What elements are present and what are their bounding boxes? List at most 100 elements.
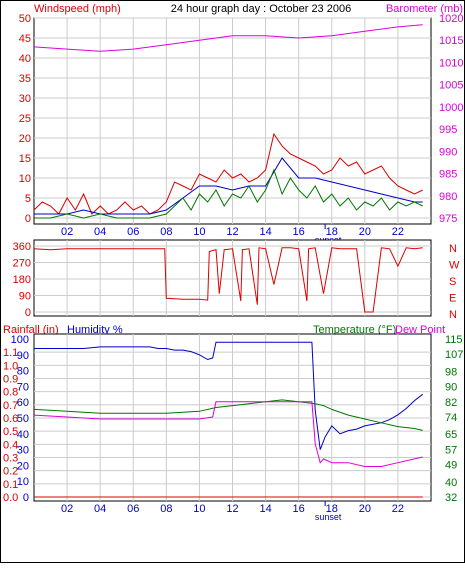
series-line-temperature (33, 399, 423, 431)
wind-baro-panel (33, 17, 432, 229)
barometer-tick-label: 995 (439, 124, 457, 136)
hour-tick-label: 02 (61, 226, 73, 238)
barometer-tick-label: 1010 (439, 57, 463, 69)
rainfall-tick-label: 0.9 (3, 374, 18, 386)
barometer-tick-label: 1000 (439, 102, 463, 114)
hour-tick-label: 22 (392, 226, 404, 238)
series-line-wind-direction (33, 247, 423, 313)
rainfall-tick-label: 1.1 (3, 347, 18, 359)
humidity-tick-label: 40 (17, 429, 29, 441)
temperature-tick-label: 57 (445, 444, 457, 456)
hour-tick-label: 08 (160, 226, 172, 238)
barometer-tick-label: 980 (439, 191, 457, 203)
compass-tick-label: E (449, 293, 456, 305)
hour-tick-label: 06 (127, 226, 139, 238)
wind-direction-panel (33, 239, 432, 317)
temperature-tick-label: 40 (445, 477, 457, 489)
hour-tick-label: 20 (359, 503, 371, 515)
rainfall-tick-label: 0.4 (3, 439, 18, 451)
humidity-tick-label: 60 (17, 397, 29, 409)
windspeed-tick-label: 50 (19, 13, 31, 25)
windspeed-tick-label: 15 (19, 153, 31, 165)
windspeed-axis-title: Windspeed (mph) (34, 3, 121, 15)
series-line-humidity (34, 341, 424, 450)
rain-humidity-temp-panel (33, 333, 432, 506)
humidity-tick-label: 0 (23, 492, 29, 504)
humidity-axis-title: Humidity % (67, 324, 123, 336)
windspeed-tick-label: 20 (19, 133, 31, 145)
rainfall-tick-label: 0.7 (3, 400, 18, 412)
barometer-tick-label: 1020 (439, 13, 463, 25)
humidity-tick-label: 80 (17, 366, 29, 378)
direction-tick-label: 360 (13, 241, 31, 253)
rainfall-tick-label: 0.8 (3, 387, 18, 399)
hour-tick-label: 12 (226, 226, 238, 238)
barometer-tick-label: 990 (439, 146, 457, 158)
humidity-tick-label: 90 (17, 350, 29, 362)
hour-tick-label: 22 (392, 503, 404, 515)
humidity-tick-label: 70 (17, 381, 29, 393)
series-line-barometer (33, 24, 423, 52)
compass-tick-label: S (449, 276, 456, 288)
rainfall-tick-label: 0.3 (3, 453, 18, 465)
temperature-tick-label: 90 (445, 382, 457, 394)
series-line-gust (33, 132, 423, 215)
direction-tick-label: 0 (25, 307, 31, 319)
compass-tick-label: N (449, 309, 457, 321)
rainfall-tick-label: 0.1 (3, 479, 18, 491)
temperature-tick-label: 115 (445, 334, 463, 346)
humidity-tick-label: 100 (11, 334, 29, 346)
hour-tick-label: 14 (259, 503, 271, 515)
humidity-tick-label: 30 (17, 445, 29, 457)
windspeed-tick-label: 45 (19, 33, 31, 45)
hour-tick-label: 18 (326, 226, 338, 238)
rainfall-tick-label: 0.0 (3, 492, 18, 504)
dewpoint-axis-title: Dew Point (395, 324, 445, 336)
temperature-tick-label: 32 (445, 492, 457, 504)
temperature-tick-label: 65 (445, 429, 457, 441)
barometer-tick-label: 1005 (439, 80, 463, 92)
hour-tick-label: 12 (226, 503, 238, 515)
windspeed-tick-label: 0 (25, 213, 31, 225)
temperature-axis-title: Temperature (°F) (313, 324, 396, 336)
barometer-tick-label: 985 (439, 169, 457, 181)
hour-tick-label: 16 (293, 226, 305, 238)
humidity-tick-label: 50 (17, 413, 29, 425)
windspeed-tick-label: 10 (19, 173, 31, 185)
direction-tick-label: 90 (19, 291, 31, 303)
direction-tick-label: 270 (13, 258, 31, 270)
rainfall-tick-label: 0.2 (3, 466, 18, 478)
hour-tick-label: 18 (326, 503, 338, 515)
temperature-tick-label: 74 (445, 412, 457, 424)
rainfall-tick-label: 0.5 (3, 426, 18, 438)
series-line-wind (34, 168, 423, 219)
hour-tick-label: 04 (94, 226, 106, 238)
humidity-tick-label: 10 (17, 476, 29, 488)
compass-tick-label: N (449, 243, 457, 255)
windspeed-tick-label: 5 (25, 193, 31, 205)
barometer-tick-label: 975 (439, 213, 457, 225)
hour-tick-label: 20 (359, 226, 371, 238)
hour-tick-label: 10 (193, 226, 205, 238)
temperature-tick-label: 107 (445, 349, 463, 361)
hour-tick-label: 10 (193, 503, 205, 515)
humidity-tick-label: 20 (17, 460, 29, 472)
temperature-tick-label: 82 (445, 397, 457, 409)
hour-tick-label: 08 (160, 503, 172, 515)
page-title: 24 hour graph day : October 23 2006 (171, 3, 351, 15)
barometer-axis-title: Barometer (mb) (386, 3, 463, 15)
hour-tick-label: 02 (61, 503, 73, 515)
hour-tick-label: 04 (94, 503, 106, 515)
windspeed-tick-label: 25 (19, 113, 31, 125)
temperature-tick-label: 98 (445, 366, 457, 378)
windspeed-tick-label: 30 (19, 93, 31, 105)
rainfall-tick-label: 0.6 (3, 413, 18, 425)
windspeed-tick-label: 40 (19, 53, 31, 65)
direction-tick-label: 180 (13, 274, 31, 286)
sunset-label: sunset (315, 512, 342, 522)
series-line-dew-point (33, 401, 423, 467)
windspeed-tick-label: 35 (19, 73, 31, 85)
hour-tick-label: 06 (127, 503, 139, 515)
